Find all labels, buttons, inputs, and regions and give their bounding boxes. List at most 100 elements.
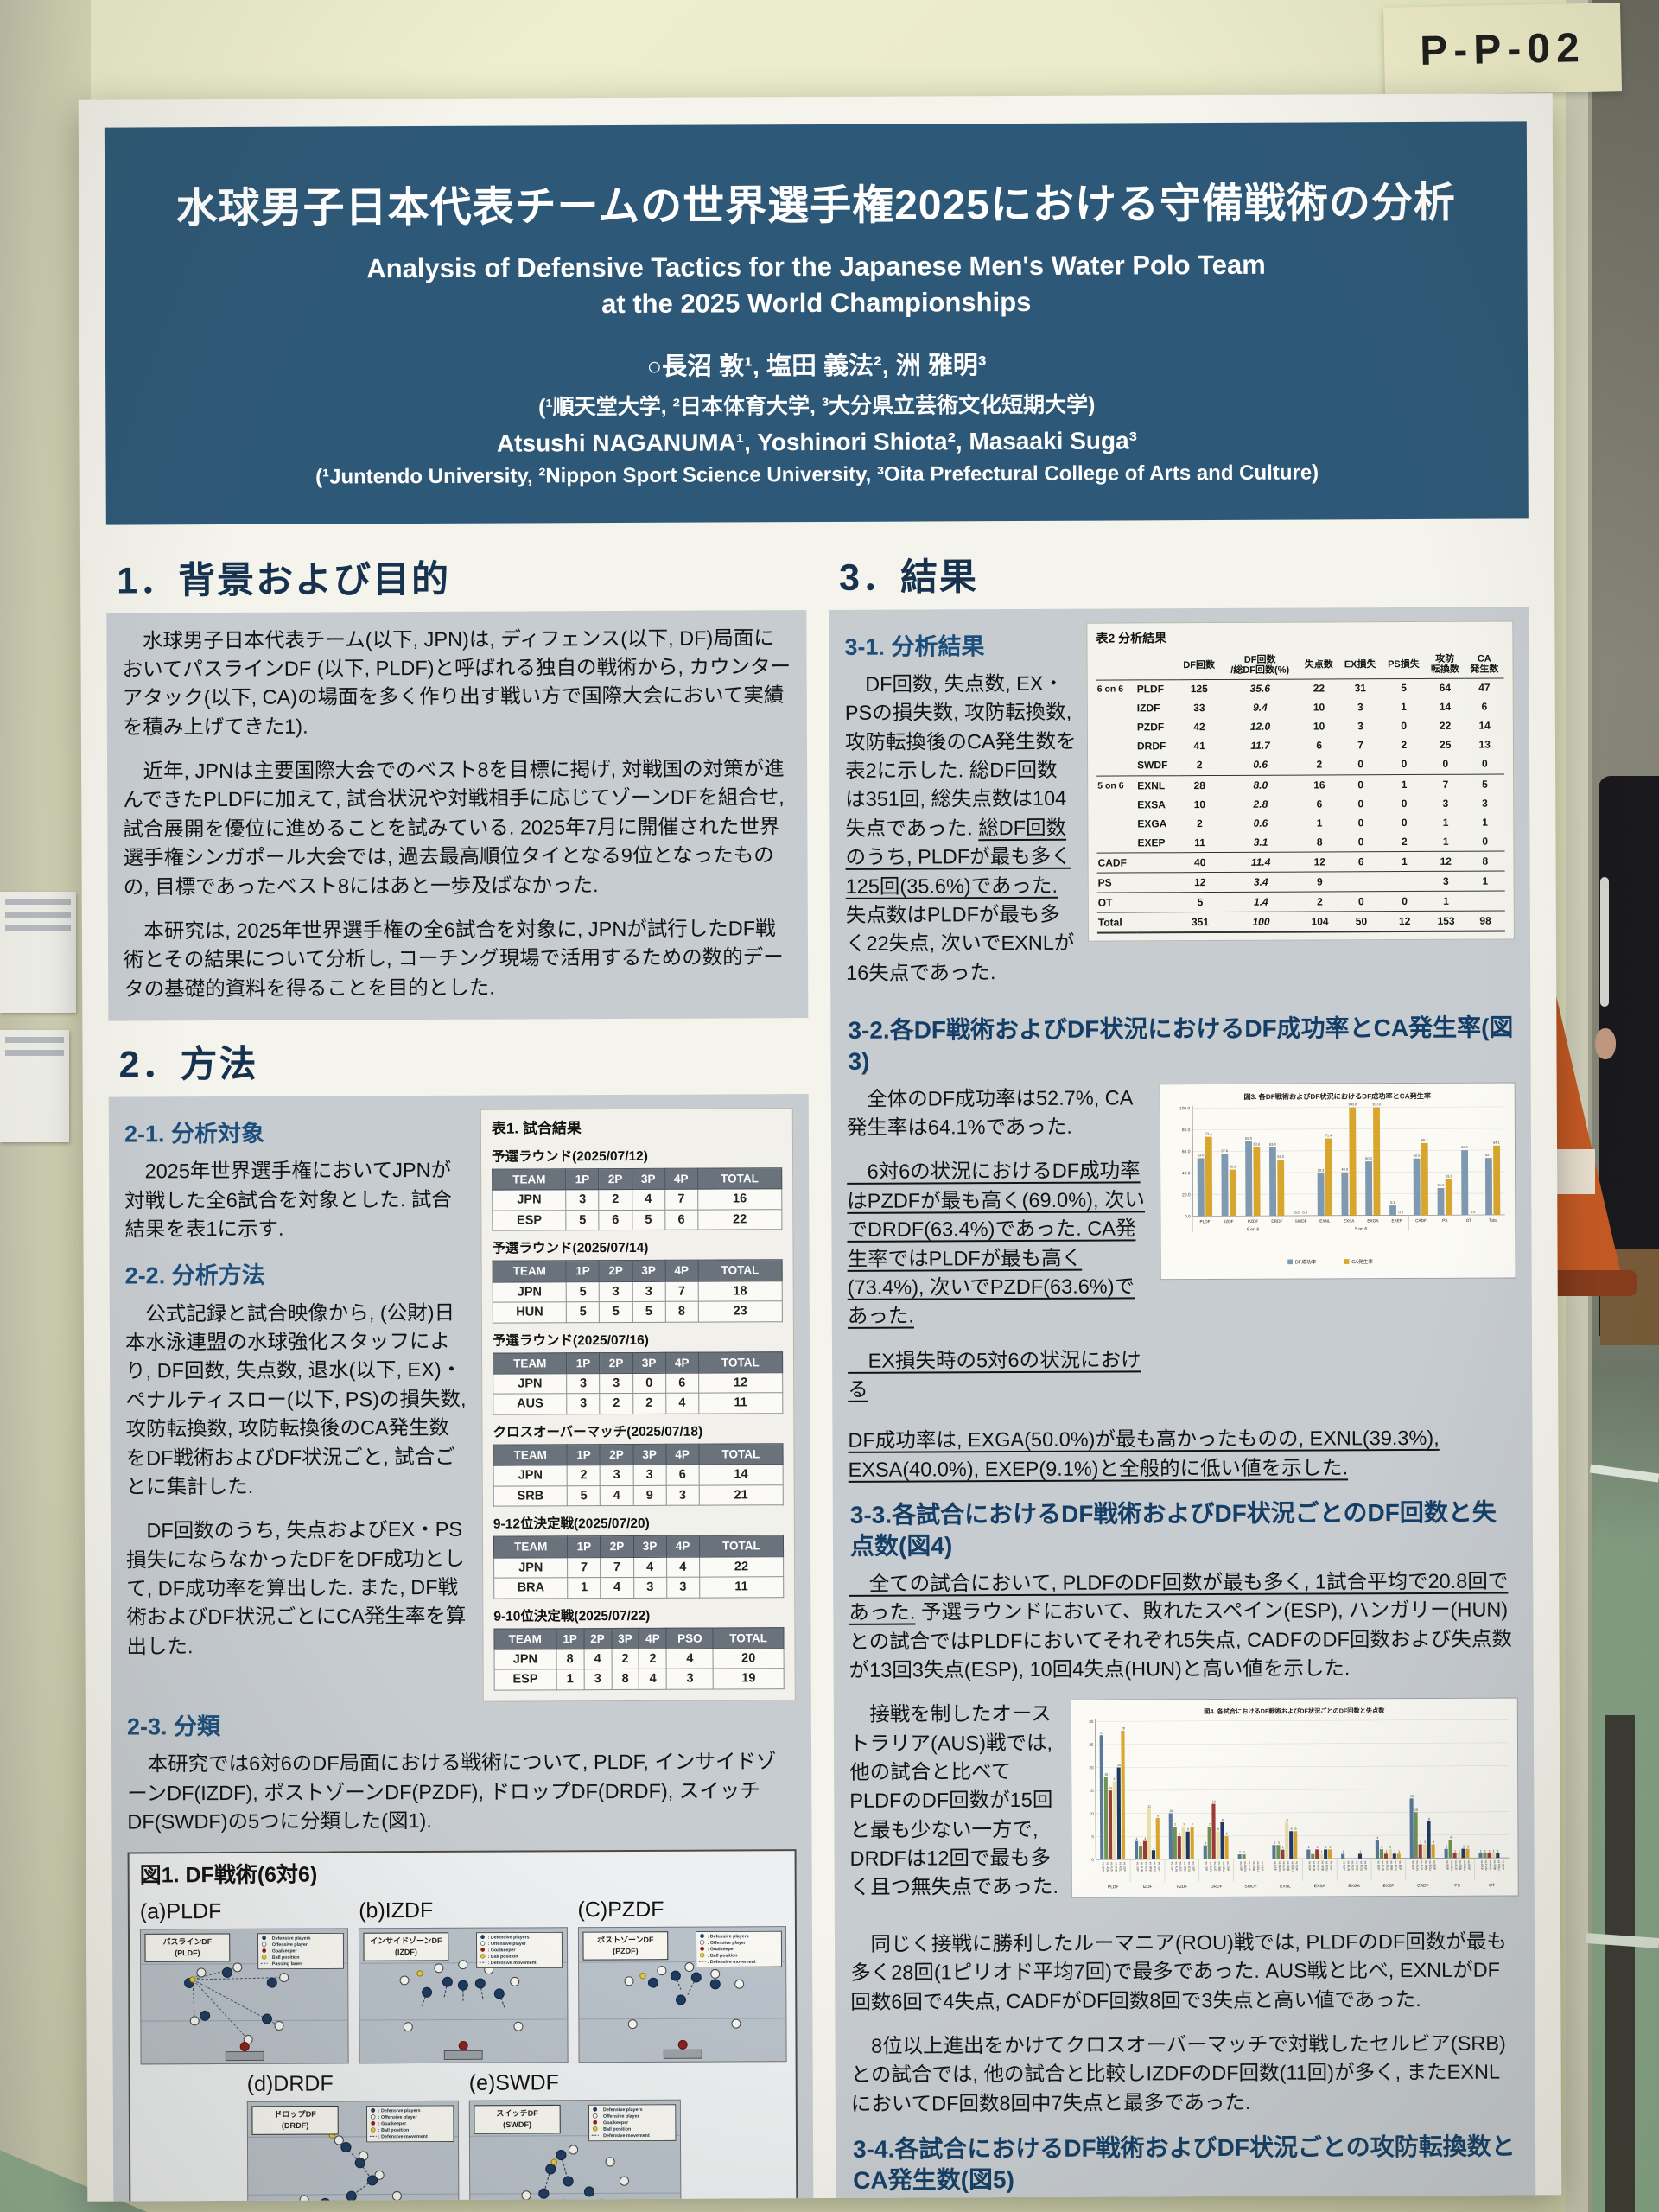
svg-text:PZDF: PZDF — [1177, 1885, 1188, 1890]
research-poster: 水球男子日本代表チームの世界選手権2025における守備戦術の分析 Analysi… — [78, 93, 1562, 2202]
svg-text:vs SRB: vs SRB — [1183, 1862, 1186, 1872]
value-cell: 2 — [1401, 739, 1408, 752]
table-header-row: TEAM 1P 2P 3P 4P PSO TOTAL — [493, 1627, 785, 1649]
value-cell: 1 — [1382, 851, 1427, 872]
svg-text:vs ESP: vs ESP — [1308, 1861, 1312, 1872]
value-cell: 3 — [1357, 720, 1363, 733]
table-header-cell: 4P — [665, 1351, 699, 1374]
value-cell: 104 — [1300, 912, 1340, 932]
section1-paragraph: 近年, JPNは主要国際大会でのベスト8を目標に掲げ, 対戦国の対策が進んできた… — [123, 757, 785, 899]
table2-caption: 表2 分析結果 — [1096, 630, 1167, 645]
svg-text:vs HUN: vs HUN — [1313, 1861, 1316, 1872]
match-score-table: TEAM 1P 2P 3P 4P TOTAL JPN 5 3 3 7 18 HUN 5 5 5 8 23 — [492, 1259, 783, 1324]
svg-text:vs HUN: vs HUN — [1278, 1861, 1281, 1872]
tactic-cell: SWDF — [1137, 759, 1168, 772]
df-tactic-diagram: (d)DRDF ドロップDF (DRDF): Defensive players: … — [247, 2067, 460, 2202]
df-tactic-diagram: (a)PLDF パスラインDF (PLDF): Defensive players:… — [139, 1894, 349, 2065]
fig3-bar-chart: 図3. 各DF戦術およびDF状況におけるDF成功率とCA発生率 0.0 20.0 40… — [1165, 1088, 1510, 1274]
value-cell: 0 — [1401, 720, 1408, 733]
value-cell: 0 — [1482, 835, 1489, 848]
svg-text:IZDF: IZDF — [1143, 1885, 1153, 1890]
pool-diagram: スイッチDF (SWDF): Defensive players: Offensi… — [468, 2100, 682, 2202]
poster-columns: 1．背景および目的 水球男子日本代表チーム(以下, JPN)は, ディフェンス(… — [80, 518, 1561, 2202]
table-cell: 5 — [632, 1301, 665, 1323]
table-cell: 2 — [639, 1649, 667, 1669]
table-cell: 7 — [664, 1189, 698, 1211]
decorative-bar — [5, 925, 71, 931]
svg-text:40.0: 40.0 — [1182, 1171, 1191, 1176]
svg-text:10: 10 — [1090, 1812, 1095, 1816]
affiliations-jp: (¹順天堂大学, ²日本体育大学, ³大分県立芸術文化短期大学) — [537, 392, 1096, 420]
s31-text: DF回数, 失点数, EX・PSの損失数, 攻防転換数, 攻防転換後のCA発生数… — [844, 671, 1077, 840]
svg-text:vs ESP: vs ESP — [1170, 1862, 1173, 1872]
svg-text:vs ESP: vs ESP — [1433, 1861, 1436, 1872]
svg-text:: Defensive movement: : Defensive movement — [601, 2133, 650, 2139]
svg-text:7: 7 — [1174, 1823, 1176, 1827]
value-cell: 100 — [1222, 912, 1300, 933]
value-cell: 1 — [1442, 835, 1449, 848]
table-header-cell: TOTAL — [697, 1260, 783, 1281]
group-cell — [1096, 699, 1136, 718]
svg-text:vs SRB: vs SRB — [1355, 1861, 1358, 1872]
svg-text:: Passing lanes: : Passing lanes — [270, 1962, 302, 1967]
svg-text:vs AUS: vs AUS — [1385, 1861, 1389, 1872]
value-cell: 8.0 — [1221, 775, 1300, 796]
value-cell: 6 — [1481, 701, 1488, 714]
svg-text:80.0: 80.0 — [1182, 1128, 1191, 1133]
table-header-cell: 1P — [567, 1444, 601, 1465]
svg-text:パスラインDF: パスラインDF — [162, 1936, 212, 1946]
decorative-bar — [5, 899, 71, 905]
svg-text:1: 1 — [1343, 1850, 1344, 1853]
table-cell: BRA — [493, 1577, 569, 1599]
table-cell: 3 — [567, 1394, 601, 1414]
table-header-cell: PSO — [666, 1627, 714, 1649]
svg-text:: Goalkeeper: : Goalkeeper — [707, 1948, 734, 1953]
svg-text:vs HUN: vs HUN — [1243, 1862, 1247, 1872]
value-cell: 1 — [1401, 701, 1408, 714]
svg-text:2: 2 — [1389, 1846, 1391, 1849]
svg-text:図4. 各試合におけるDF戦術およびDF状況ごとのDF回数と: 図4. 各試合におけるDF戦術およびDF状況ごとのDF回数と失点数 — [1204, 1707, 1385, 1716]
poster-title-en: Analysis of Defensive Tactics for the Ja… — [136, 246, 1496, 325]
table-row: JPN 5 3 3 7 18 — [493, 1281, 783, 1303]
group-cell — [1096, 756, 1136, 776]
svg-text:53.6: 53.6 — [1198, 1153, 1205, 1157]
svg-text:vs SRB: vs SRB — [1252, 1862, 1255, 1872]
table-cell: 4 — [666, 1556, 700, 1578]
svg-text:: Ball position: : Ball position — [378, 2128, 409, 2133]
table-row: ESP 1 3 8 4 3 19 — [494, 1669, 785, 1691]
svg-text:vs ROU: vs ROU — [1359, 1861, 1363, 1872]
value-cell: 0 — [1401, 758, 1408, 771]
svg-text:1: 1 — [1459, 1850, 1460, 1853]
table-header-cell: 2P — [600, 1444, 633, 1465]
value-cell: 12 — [1178, 872, 1222, 893]
group-cell: 6 on 6 — [1096, 679, 1136, 700]
tactic-cell: CADF — [1096, 852, 1179, 874]
table-cell: 12 — [698, 1372, 783, 1394]
table-cell: 23 — [697, 1300, 783, 1322]
svg-text:0.0: 0.0 — [1294, 1211, 1300, 1215]
value-cell: 7 — [1357, 739, 1363, 752]
svg-text:: Ball position: : Ball position — [707, 1954, 737, 1959]
value-cell: 1 — [1442, 816, 1449, 829]
s32-text: 全体のDF成功率は52.7%, CA発生率は64.1%であった. 6対6の状況に… — [847, 1084, 1153, 1420]
svg-text:スイッチDF: スイッチDF — [496, 2109, 538, 2118]
table-cell: 20 — [713, 1648, 785, 1669]
s33-side-text: 接戦を制したオーストラリア(AUS)戦では, 他の試合と比べてPLDFのDF回数… — [849, 1700, 1063, 1918]
svg-text:18: 18 — [1104, 1773, 1108, 1777]
table-cell: ESP — [492, 1210, 567, 1231]
pool-diagram: パスラインDF (PLDF): Defensive players: Offens… — [139, 1928, 349, 2065]
svg-text:3: 3 — [1274, 1841, 1275, 1845]
svg-text:2: 2 — [1325, 1846, 1327, 1849]
svg-text:5 on 6: 5 on 6 — [1355, 1226, 1367, 1231]
value-cell: 0 — [1401, 816, 1408, 829]
svg-text:2: 2 — [1463, 1845, 1465, 1848]
table-header-cell: 1P — [566, 1261, 600, 1282]
svg-text:vs ESP: vs ESP — [1480, 1860, 1484, 1871]
table-cell: 2 — [600, 1393, 633, 1414]
svg-text:(PLDF): (PLDF) — [175, 1948, 200, 1957]
table-header-cell: 4P — [639, 1627, 667, 1649]
svg-text:1: 1 — [1454, 1850, 1456, 1853]
table-cell: 4 — [633, 1556, 667, 1578]
table-cell: 3 — [600, 1373, 633, 1395]
svg-text:69.0: 69.0 — [1245, 1136, 1253, 1141]
